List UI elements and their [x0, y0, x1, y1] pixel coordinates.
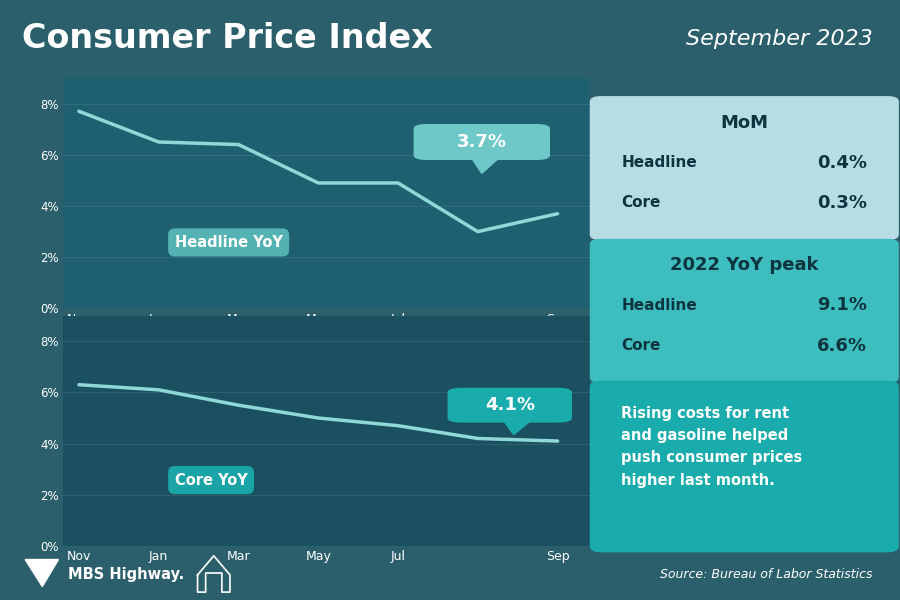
- FancyBboxPatch shape: [414, 124, 550, 160]
- Text: Source: Bureau of Labor Statistics: Source: Bureau of Labor Statistics: [661, 568, 873, 581]
- Text: 6.6%: 6.6%: [817, 337, 868, 355]
- Text: MBS Highway.: MBS Highway.: [68, 566, 184, 581]
- Text: 2022 YoY peak: 2022 YoY peak: [670, 256, 819, 274]
- Text: Consumer Price Index: Consumer Price Index: [22, 22, 433, 55]
- Text: Rising costs for rent
and gasoline helped
push consumer prices
higher last month: Rising costs for rent and gasoline helpe…: [621, 406, 803, 488]
- Text: 0.4%: 0.4%: [817, 154, 868, 172]
- Polygon shape: [502, 418, 534, 434]
- Text: Headline: Headline: [621, 298, 697, 313]
- FancyBboxPatch shape: [590, 239, 899, 383]
- FancyBboxPatch shape: [447, 388, 572, 422]
- Text: 9.1%: 9.1%: [817, 296, 868, 314]
- Text: Headline: Headline: [621, 155, 697, 170]
- Text: MoM: MoM: [720, 114, 769, 132]
- Text: September 2023: September 2023: [686, 29, 873, 49]
- Text: Core: Core: [621, 338, 661, 353]
- FancyBboxPatch shape: [590, 380, 899, 553]
- Text: 3.7%: 3.7%: [457, 133, 507, 151]
- Text: Core YoY: Core YoY: [175, 473, 248, 488]
- Text: Core: Core: [621, 195, 661, 210]
- Text: 4.1%: 4.1%: [485, 396, 535, 414]
- Text: 0.3%: 0.3%: [817, 194, 868, 212]
- Polygon shape: [470, 155, 502, 173]
- FancyBboxPatch shape: [590, 96, 899, 240]
- Polygon shape: [25, 559, 58, 587]
- Text: Headline YoY: Headline YoY: [175, 235, 283, 250]
